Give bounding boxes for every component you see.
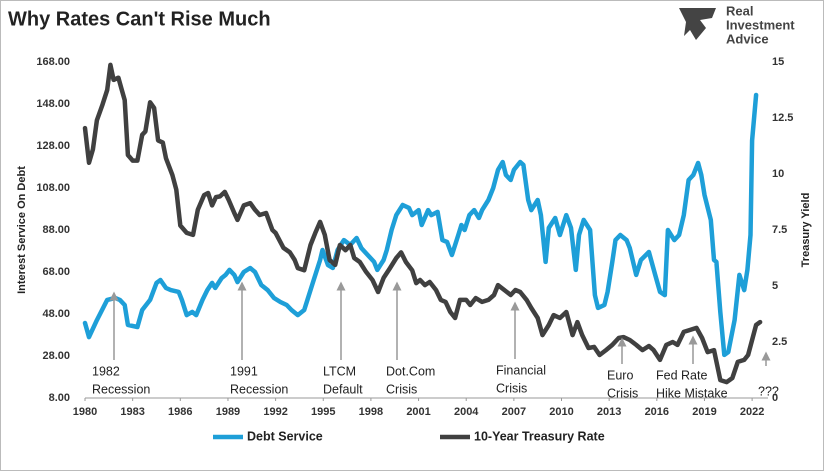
x-tick-label: 1983 xyxy=(120,406,144,418)
annotation-text: Recession xyxy=(230,382,288,396)
y2-tick-label: 7.5 xyxy=(772,224,787,236)
y2-axis-title: Treasury Yield xyxy=(800,193,812,268)
x-tick-label: 1998 xyxy=(359,406,383,418)
y2-tick-label: 10 xyxy=(772,168,784,180)
y-tick-label: 28.00 xyxy=(42,350,70,362)
y-tick-label: 128.00 xyxy=(36,140,70,152)
x-tick-label: 2022 xyxy=(740,406,764,418)
x-tick-label: 1989 xyxy=(216,406,240,418)
annotation-text: 1982 xyxy=(92,364,120,378)
x-tick-label: 2019 xyxy=(692,406,716,418)
y2-tick-label: 15 xyxy=(772,56,784,68)
annotation-text: Euro xyxy=(607,368,633,382)
logo-text: Real xyxy=(726,3,753,18)
x-tick-label: 2016 xyxy=(645,406,669,418)
x-tick-label: 2004 xyxy=(454,406,479,418)
x-tick-label: 1992 xyxy=(263,406,287,418)
annotation-text: Crisis xyxy=(496,381,527,395)
x-tick-label: 1986 xyxy=(168,406,192,418)
logo-text: Advice xyxy=(726,31,769,46)
x-tick-label: 1980 xyxy=(73,406,97,418)
logo-text: Investment xyxy=(726,17,795,32)
legend-label: Debt Service xyxy=(247,429,323,443)
y-tick-label: 108.00 xyxy=(36,182,70,194)
annotation-text: Fed Rate xyxy=(656,368,707,382)
logo-icon xyxy=(679,8,716,40)
annotation-text: Dot.Com xyxy=(386,364,435,378)
y-tick-label: 68.00 xyxy=(42,266,70,278)
y-tick-label: 168.00 xyxy=(36,56,70,68)
legend-label: 10-Year Treasury Rate xyxy=(474,429,605,443)
y-tick-label: 8.00 xyxy=(49,392,70,404)
logo: Real Investment Advice xyxy=(679,3,795,46)
annotation-text: Financial xyxy=(496,363,546,377)
y2-tick-label: 12.5 xyxy=(772,112,793,124)
x-tick-label: 2013 xyxy=(597,406,621,418)
y-axis-title: Interest Service On Debt xyxy=(16,166,28,294)
y2-tick-label: 2.5 xyxy=(772,336,787,348)
chart-title: Why Rates Can't Rise Much xyxy=(8,8,271,30)
annotation-text: 1991 xyxy=(230,364,258,378)
annotation-text: Crisis xyxy=(607,386,638,400)
x-tick-label: 2001 xyxy=(406,406,430,418)
y2-tick-label: 0 xyxy=(772,392,778,404)
annotation-text: Hike Mistake xyxy=(656,386,728,400)
annotation-text: Crisis xyxy=(386,382,417,396)
x-tick-label: 1995 xyxy=(311,406,335,418)
annotation-text: LTCM xyxy=(323,364,356,378)
x-tick-label: 2007 xyxy=(502,406,526,418)
series-line xyxy=(82,92,759,358)
series-line xyxy=(82,62,763,385)
x-tick-label: 2010 xyxy=(549,406,573,418)
annotation-text: Default xyxy=(323,382,363,396)
y-tick-label: 148.00 xyxy=(36,98,70,110)
y2-tick-label: 5 xyxy=(772,280,778,292)
y-tick-label: 88.00 xyxy=(42,224,70,236)
y-tick-label: 48.00 xyxy=(42,308,70,320)
annotation-text: ??? xyxy=(758,384,779,398)
annotation-text: Recession xyxy=(92,382,150,396)
